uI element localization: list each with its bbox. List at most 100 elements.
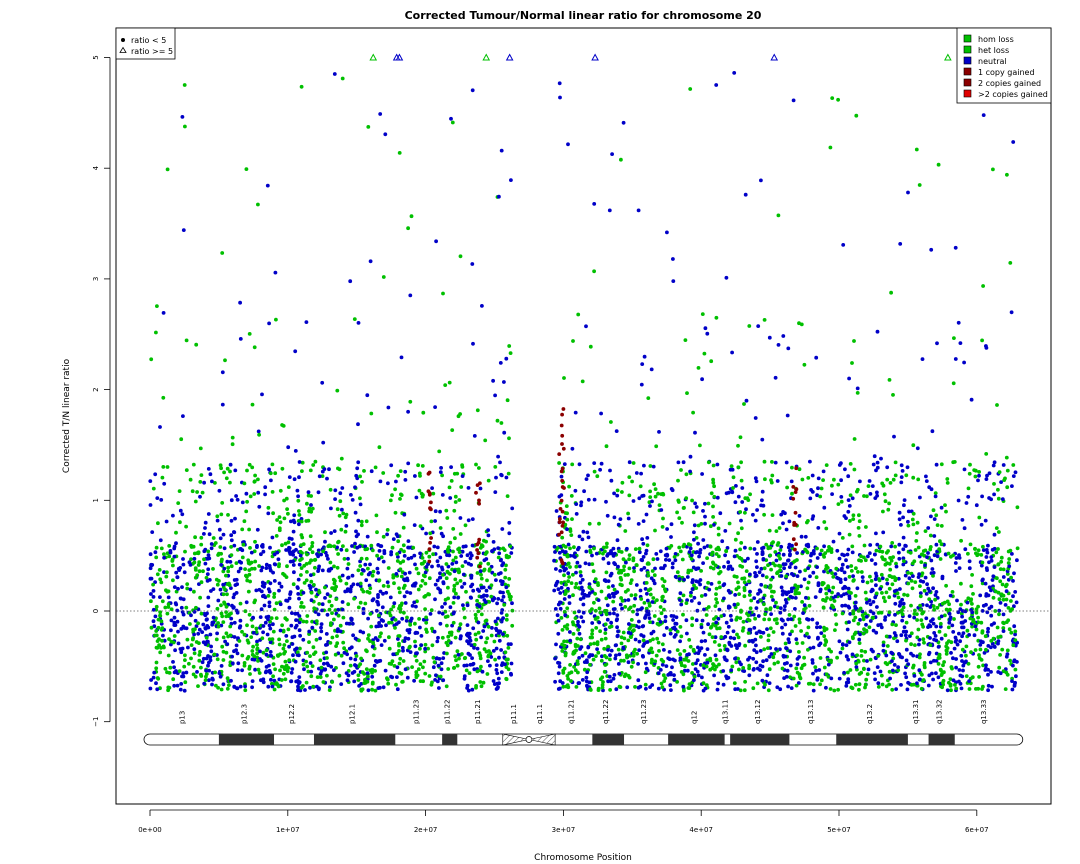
neutral-point [810,490,815,494]
neutral-point [986,683,991,688]
neutral-point [509,642,513,646]
het-loss-point [928,643,933,647]
het-loss-point [255,642,259,647]
neutral-point [936,645,941,649]
neutral-point [662,633,667,637]
het-loss-point [646,570,650,575]
neutral-point [871,600,876,604]
het-loss-point [299,573,303,577]
het-loss-point [296,498,301,503]
neutral-point [960,674,965,679]
het-loss-point [216,685,221,690]
het-loss-point [979,620,984,625]
het-loss-point [1011,643,1016,648]
het-loss-point [918,652,922,657]
het-loss-point [438,674,443,679]
het-loss-point [576,662,580,666]
neutral-point [159,498,164,502]
neutral-point [434,656,439,661]
het-loss-point [604,570,609,575]
het-loss-point [997,665,1002,670]
het-loss-point [489,594,494,599]
het-loss-point [795,558,799,562]
neutral-point [234,643,239,648]
neutral-point [257,504,262,509]
het-loss-point [486,561,491,566]
neutral-point [930,567,935,571]
neutral-point [556,631,561,636]
neutral-point [232,620,237,625]
het-loss-point [444,562,449,566]
het-loss-point [944,652,949,656]
neutral-point [890,668,895,673]
neutral-point [662,648,666,652]
het-loss-point [659,611,664,616]
neutral-point [258,615,263,619]
het-loss-point [836,482,841,487]
het-loss-point [362,681,367,685]
neutral-point [733,548,738,553]
neutral-point [291,559,295,564]
neutral-point [757,588,762,593]
neutral-point [844,558,848,563]
neutral-point [293,449,298,453]
neutral-point [316,548,321,553]
het-loss-point [505,633,510,638]
het-loss-point [237,639,242,643]
neutral-point [373,659,378,663]
neutral-point [152,670,157,675]
neutral-point [372,663,377,668]
het-loss-point [367,590,372,595]
neutral-point [645,536,650,540]
neutral-point [509,671,513,676]
het-loss-point [576,670,580,675]
het-loss-point [878,544,883,549]
het-loss-point [281,424,286,428]
het-loss-point [201,569,205,574]
het-loss-point [661,584,665,588]
neutral-point [940,574,945,579]
het-loss-point [847,532,852,537]
neutral-point [433,582,438,587]
het-loss-point [743,679,747,684]
het-loss-point [308,468,313,473]
het-loss-point [508,351,513,355]
neutral-point [470,582,475,587]
het-loss-point [852,632,857,636]
neutral-point [289,670,294,675]
neutral-point [906,190,910,195]
het-loss-point [154,545,159,550]
het-loss-point [978,647,983,652]
neutral-point [759,582,764,587]
het-loss-point [688,644,693,649]
neutral-point [687,550,692,554]
neutral-point [471,341,475,346]
het-loss-point [245,623,249,628]
het-loss-point [417,471,422,476]
neutral-point [642,463,646,468]
het-loss-point [562,376,566,380]
neutral-point [329,531,333,535]
het-loss-point [727,521,732,526]
het-loss-point [836,687,840,692]
neutral-point [346,556,350,561]
het-loss-point [938,621,943,626]
neutral-point [920,357,925,361]
neutral-point [784,460,789,465]
het-loss-point [307,506,312,511]
het-loss-point [341,544,345,548]
het-loss-point [507,344,512,348]
neutral-point [238,547,243,551]
neutral-point [599,461,604,466]
neutral-point [894,687,898,691]
neutral-point [493,490,498,494]
het-loss-point [193,566,198,571]
neutral-point [577,681,582,685]
het-loss-point [257,564,261,568]
neutral-point [366,572,371,577]
neutral-point [558,95,562,100]
neutral-point [640,537,644,542]
het-loss-point [887,682,891,687]
het-loss-point [881,595,886,600]
het-loss-point [158,577,163,582]
